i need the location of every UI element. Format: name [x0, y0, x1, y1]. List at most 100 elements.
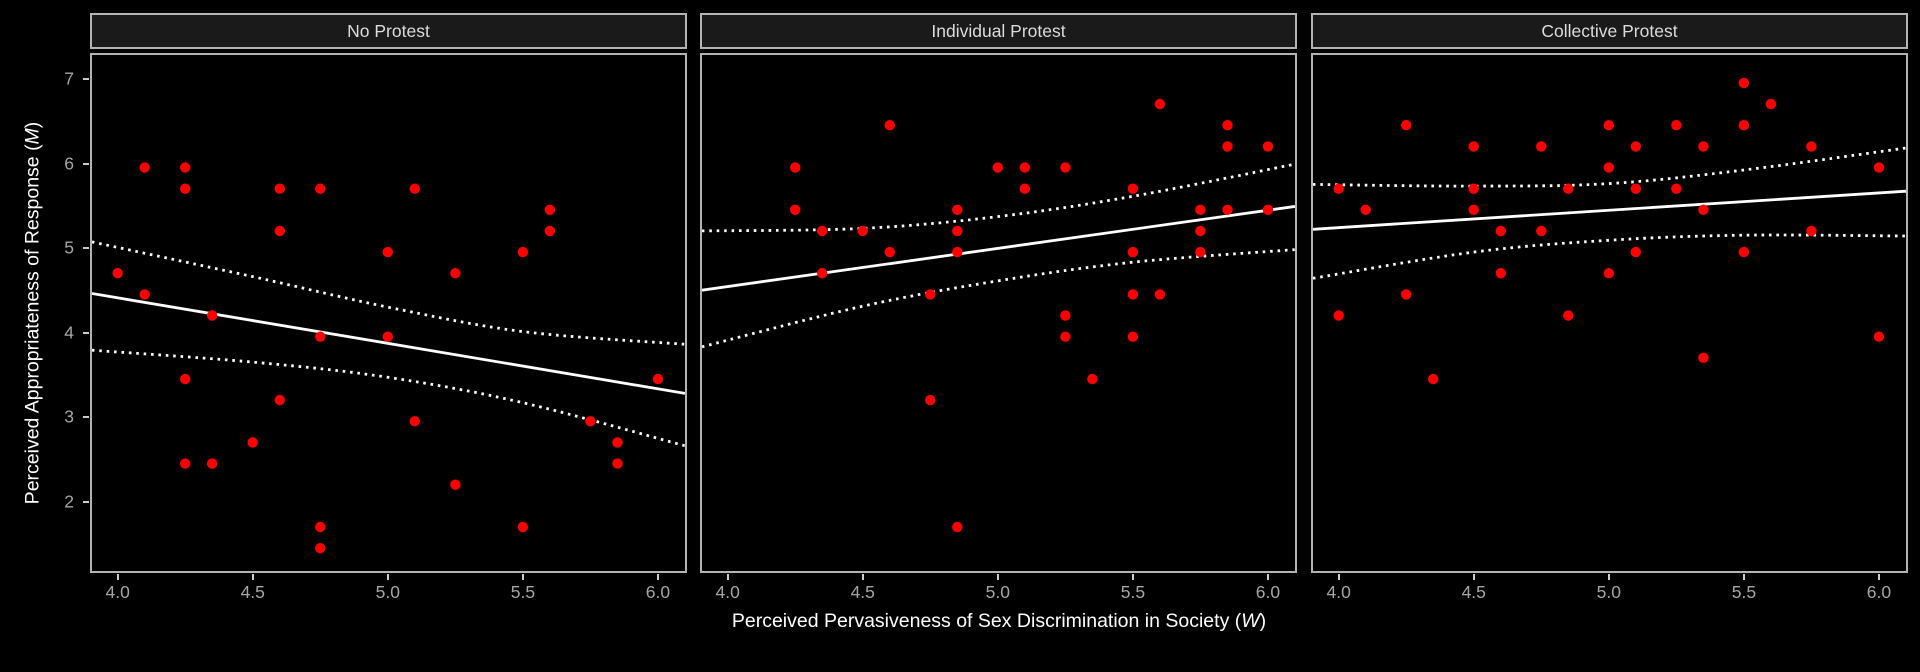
data-point [925, 394, 936, 406]
data-point [1738, 77, 1750, 89]
data-point [790, 204, 801, 215]
data-point [1806, 141, 1817, 152]
data-point [180, 458, 191, 469]
x-axis-tick-mark [1607, 574, 1610, 580]
data-point [544, 204, 556, 215]
data-point [612, 458, 623, 469]
data-point [180, 183, 191, 194]
scatter-plot-area [92, 162, 685, 554]
facet-strip-label: Collective Protest [1541, 20, 1678, 41]
data-point [612, 437, 623, 448]
confidence-band-lower-line [702, 248, 1295, 349]
y-axis-title: Perceived Appropriateness of Response (M… [21, 121, 44, 505]
x-axis-tick-mark [1337, 574, 1340, 580]
data-point [1738, 120, 1750, 131]
x-axis-tick-label: 4.5 [850, 582, 875, 602]
x-axis-tick-mark [656, 574, 659, 580]
data-point [1127, 246, 1139, 258]
data-point [652, 373, 664, 385]
data-point [1495, 225, 1506, 237]
data-point [1698, 141, 1709, 152]
y-axis-tick-label: 7 [64, 68, 74, 89]
x-axis-tick-label: 5.0 [1596, 582, 1621, 602]
data-point [1806, 225, 1817, 237]
data-point [315, 543, 326, 554]
x-axis-tick-label: 4.0 [715, 582, 740, 602]
data-point [1873, 162, 1885, 173]
data-point [1468, 204, 1479, 215]
data-point [857, 225, 868, 237]
data-point [1671, 120, 1682, 131]
x-axis-tick-mark [1472, 574, 1475, 580]
x-axis-tick-label: 6.0 [645, 582, 671, 602]
data-point [790, 162, 801, 173]
scatter-plot-area [702, 98, 1295, 533]
x-axis-tick-label: 4.0 [105, 582, 130, 602]
data-point [409, 183, 420, 194]
data-point [180, 162, 191, 173]
data-point [315, 331, 326, 342]
data-point [1603, 120, 1614, 131]
data-point [274, 183, 285, 194]
data-point [1630, 183, 1641, 194]
x-axis-tick-label: 4.5 [1461, 582, 1486, 602]
x-axis-tick-mark [386, 574, 389, 580]
y-axis-tick-label: 4 [64, 322, 74, 343]
data-point [1333, 183, 1344, 194]
data-point [1698, 352, 1709, 363]
data-point [1765, 98, 1777, 110]
data-point [1222, 204, 1233, 215]
confidence-band-upper-line [92, 240, 685, 346]
data-point [1536, 141, 1547, 152]
data-point [274, 225, 285, 237]
data-point [1401, 120, 1412, 131]
facet-strip-collective-protest: Collective Protest [1311, 13, 1908, 49]
data-point [1019, 183, 1030, 194]
data-point [1127, 331, 1139, 342]
data-point [517, 246, 529, 258]
data-point [952, 246, 963, 258]
data-point [1060, 310, 1071, 321]
data-point [992, 162, 1003, 173]
data-point [1536, 225, 1547, 237]
data-point [1401, 289, 1412, 300]
x-axis-tick-mark [1877, 574, 1880, 580]
y-axis-tick-mark [83, 162, 89, 165]
y-axis-tick-mark [83, 77, 89, 80]
data-point [1195, 225, 1206, 237]
x-axis-tick-label: 6.0 [1866, 582, 1892, 602]
scatter-plot-area [1313, 77, 1906, 385]
data-point [817, 225, 828, 237]
data-point [952, 521, 963, 533]
data-point [1333, 310, 1344, 321]
facet-panel-individual-protest [700, 53, 1297, 573]
y-axis-tick-mark [83, 247, 89, 250]
data-point [1698, 204, 1709, 215]
data-point [544, 225, 556, 237]
y-axis-tick-label: 5 [64, 237, 74, 258]
data-point [1060, 162, 1071, 173]
data-point [517, 521, 529, 533]
data-point [1671, 183, 1682, 194]
regression-line [1313, 189, 1906, 231]
data-point [1630, 141, 1641, 152]
confidence-band-lower-line [1313, 233, 1906, 280]
x-axis-tick-label: 5.5 [1120, 582, 1146, 602]
data-point [139, 289, 150, 300]
x-axis-tick-mark [116, 574, 119, 580]
regression-line [702, 205, 1295, 292]
data-point [1222, 141, 1233, 152]
x-axis-tick-mark [861, 574, 864, 580]
data-point [952, 225, 963, 237]
data-point [1495, 268, 1506, 279]
data-point [1738, 246, 1750, 258]
x-axis-tick-mark [521, 574, 524, 580]
data-point [1154, 289, 1166, 300]
data-point [1360, 204, 1371, 215]
facet-strip-label: No Protest [347, 20, 430, 41]
x-axis-tick-mark [1131, 574, 1134, 580]
confidence-band-upper-line [1313, 146, 1906, 188]
data-point [382, 246, 393, 258]
data-point [1468, 183, 1479, 194]
data-point [1428, 373, 1439, 385]
